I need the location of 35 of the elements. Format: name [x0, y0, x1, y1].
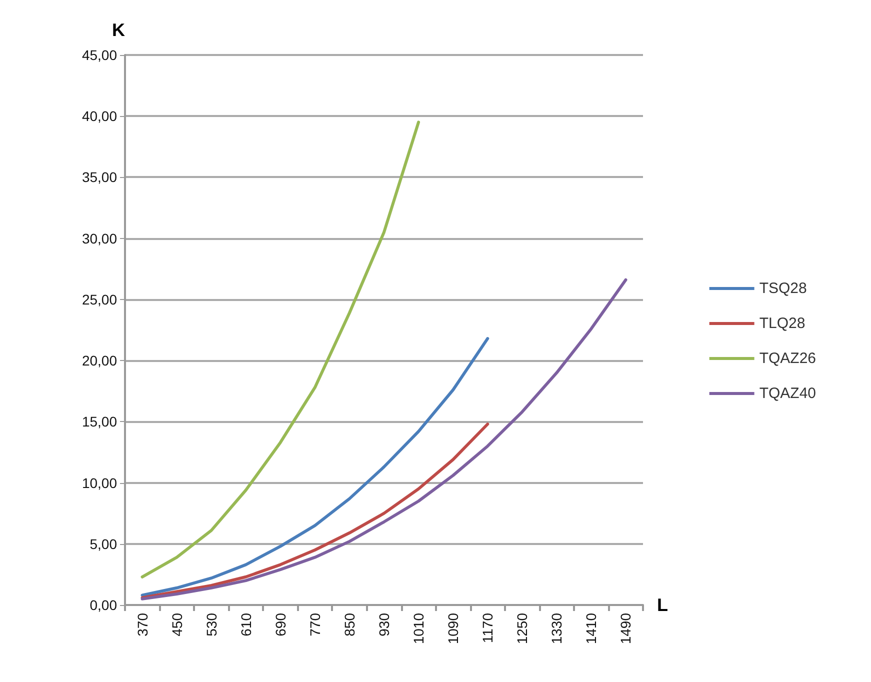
x-tick-label: 1010: [410, 612, 427, 644]
line-series: [140, 337, 490, 597]
y-tick-label: 15,00: [82, 414, 118, 430]
x-tick-label: 930: [376, 612, 392, 636]
line-series: [140, 120, 420, 578]
line-series: [140, 422, 490, 600]
y-tick-label: 30,00: [82, 230, 118, 246]
legend-label: TSQ28: [759, 280, 807, 297]
x-axis-title: L: [657, 595, 668, 615]
y-tick-label: 10,00: [82, 474, 118, 491]
x-tick-label: 1170: [480, 612, 496, 644]
x-tick-label: 1090: [445, 612, 462, 644]
y-axis-title: K: [112, 20, 125, 40]
y-tick-label: 20,00: [82, 352, 118, 369]
legend-label: TLQ28: [759, 315, 806, 332]
x-tick-label: 610: [238, 612, 254, 636]
legend-label: TQAZ40: [759, 385, 816, 402]
x-tick-label: 690: [272, 612, 288, 636]
x-tick-label: 370: [134, 612, 150, 636]
x-tick-label: 770: [306, 612, 323, 636]
y-tick-label: 40,00: [82, 108, 118, 124]
x-tick-label: 1490: [618, 612, 634, 644]
legend-label: TQAZ26: [759, 350, 816, 367]
x-tick-label: 1250: [514, 612, 530, 644]
x-tick-label: 850: [341, 612, 358, 636]
y-tick-label: 45,00: [82, 47, 118, 63]
x-tick-label: 1330: [548, 612, 565, 644]
y-tick-label: 35,00: [82, 169, 118, 186]
x-tick-label: 450: [168, 612, 185, 636]
line-series: [140, 278, 628, 600]
y-tick-label: 0,00: [90, 597, 118, 613]
x-tick-label: 530: [203, 612, 220, 636]
y-tick-label: 25,00: [82, 291, 118, 308]
y-tick-label: 5,00: [90, 536, 118, 552]
x-tick-label: 1410: [583, 612, 600, 644]
